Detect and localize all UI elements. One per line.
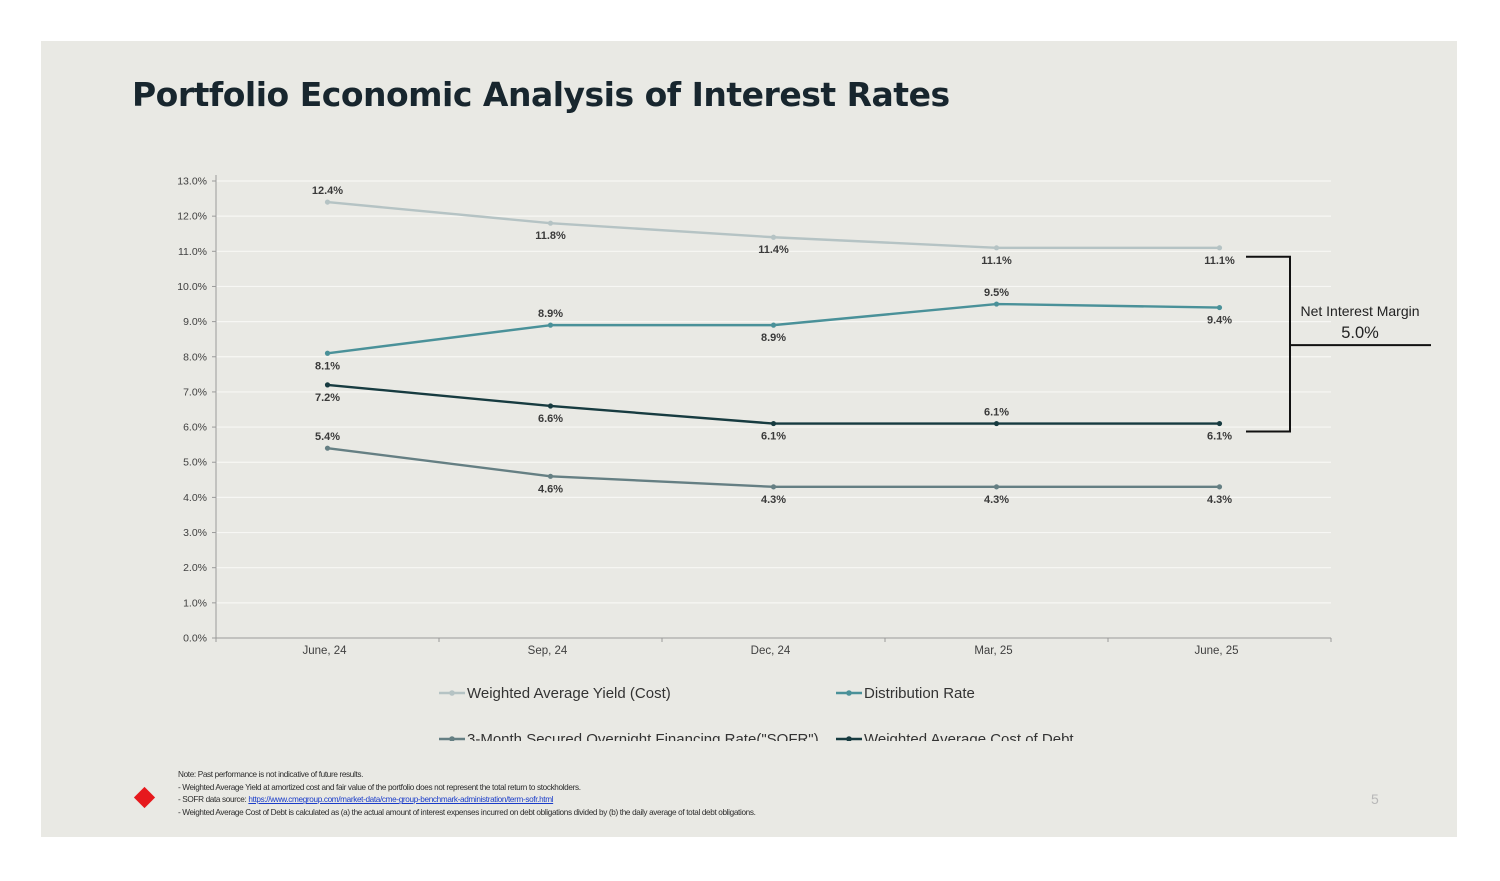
y-tick-label: 6.0%: [183, 422, 207, 434]
legend-label: Weighted Average Cost of Debt: [864, 731, 1074, 741]
y-tick-label: 7.0%: [183, 386, 207, 398]
x-tick-label: June, 25: [1194, 645, 1238, 657]
data-point: [324, 199, 331, 205]
data-label: 11.1%: [1204, 255, 1235, 267]
data-label: 6.1%: [1207, 431, 1232, 443]
footnote-sofr-label: - SOFR data source:: [178, 795, 249, 805]
data-label: 11.8%: [535, 230, 566, 242]
x-tick-label: Dec, 24: [751, 645, 791, 657]
y-tick-label: 0.0%: [183, 633, 207, 645]
nim-bracket: [1246, 255, 1291, 433]
data-point: [1216, 484, 1223, 490]
nim-label: Net Interest Margin: [1300, 303, 1419, 319]
page-title: Portfolio Economic Analysis of Interest …: [132, 75, 950, 114]
data-point: [547, 473, 554, 479]
data-point: [324, 445, 331, 451]
nim-value: 5.0%: [1341, 324, 1379, 342]
footnote-yield: - Weighted Average Yield at amortized co…: [178, 782, 581, 792]
data-label: 6.1%: [761, 431, 786, 443]
y-tick-label: 8.0%: [183, 351, 207, 363]
data-point: [1216, 420, 1223, 427]
data-label: 7.2%: [315, 392, 340, 404]
data-point: [993, 301, 1000, 307]
data-point: [547, 220, 554, 226]
data-point: [324, 350, 331, 356]
data-label: 4.3%: [1207, 494, 1232, 506]
data-label: 6.1%: [984, 407, 1009, 419]
data-label: 8.1%: [315, 360, 340, 372]
y-tick-label: 9.0%: [183, 316, 207, 328]
series-line: [327, 302, 1220, 355]
y-tick-label: 5.0%: [183, 457, 207, 469]
data-label: 11.4%: [758, 244, 789, 256]
data-point: [547, 403, 554, 409]
series-line: [327, 200, 1220, 249]
footnote-disclaimer: Note: Past performance is not indicative…: [178, 770, 364, 779]
page-number: 5: [1371, 791, 1379, 807]
data-label: 12.4%: [312, 185, 343, 197]
data-label: 9.5%: [984, 287, 1009, 299]
x-tick-label: Mar, 25: [974, 645, 1012, 657]
y-tick-label: 13.0%: [177, 176, 207, 188]
data-label: 8.9%: [761, 332, 786, 344]
series-line: [327, 446, 1220, 489]
footnotes: Note: Past performance is not indicative…: [178, 769, 1078, 819]
footnote-sofr: - SOFR data source: https://www.cmegroup…: [178, 794, 1078, 807]
data-point: [770, 234, 777, 240]
y-tick-label: 4.0%: [183, 492, 207, 504]
data-label: 11.1%: [981, 255, 1012, 267]
series-line: [327, 383, 1220, 425]
data-point: [993, 245, 1000, 251]
y-tick-label: 12.0%: [177, 211, 207, 223]
company-logo-icon: [133, 786, 156, 809]
y-tick-label: 1.0%: [183, 597, 207, 609]
data-point: [770, 322, 777, 328]
data-label: 4.6%: [538, 483, 563, 495]
y-tick-label: 11.0%: [178, 246, 207, 258]
data-label: 9.4%: [1207, 315, 1232, 327]
data-point: [770, 484, 777, 490]
data-label: 4.3%: [761, 494, 786, 506]
x-tick-label: June, 24: [302, 645, 347, 657]
data-label: 4.3%: [984, 494, 1009, 506]
legend-swatch-point: [846, 690, 852, 696]
y-tick-label: 2.0%: [183, 562, 207, 574]
legend-swatch-point: [449, 690, 455, 696]
legend-label: Distribution Rate: [864, 685, 975, 702]
y-tick-label: 3.0%: [183, 527, 207, 539]
data-point: [1216, 245, 1223, 251]
footnote-cost-of-debt: - Weighted Average Cost of Debt is calcu…: [178, 807, 756, 817]
data-label: 5.4%: [315, 431, 340, 443]
data-point: [770, 420, 777, 427]
x-tick-label: Sep, 24: [528, 645, 568, 657]
line-chart: 0.0% 1.0% 2.0% 3.0% 4.0% 5.0% 6.0% 7.0% 8.0% 9.0%…: [177, 175, 1431, 741]
slide: Portfolio Economic Analysis of Interest …: [41, 41, 1457, 837]
data-point: [324, 382, 331, 388]
data-point: [993, 420, 1000, 427]
data-point: [547, 322, 554, 328]
legend-label: Weighted Average Yield (Cost): [467, 685, 671, 702]
data-label: 6.6%: [538, 413, 563, 425]
data-label: 8.9%: [538, 308, 563, 320]
data-point: [1216, 304, 1223, 311]
legend-swatch-point: [449, 736, 455, 741]
legend-label: 3-Month Secured Overnight Financing Rate…: [467, 731, 819, 741]
y-tick-label: 10.0%: [177, 281, 207, 293]
data-point: [993, 484, 1000, 490]
legend-swatch-point: [846, 736, 852, 741]
sofr-source-link[interactable]: https://www.cmegroup.com/market-data/cme…: [248, 795, 554, 805]
